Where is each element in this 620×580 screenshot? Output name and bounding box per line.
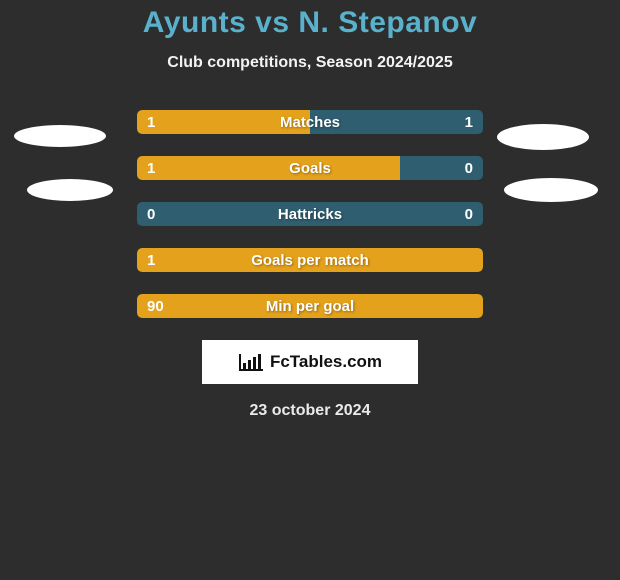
stat-row-hattricks: 0 Hattricks 0	[137, 202, 483, 226]
stat-right-value: 1	[465, 110, 473, 134]
stat-row-matches: 1 Matches 1	[137, 110, 483, 134]
comparison-card: Ayunts vs N. Stepanov Club competitions,…	[0, 0, 620, 580]
stats-list: 1 Matches 1 1 Goals 0 0 Hattricks 0 1 Go…	[0, 110, 620, 318]
stat-label: Min per goal	[137, 294, 483, 318]
stat-label: Matches	[137, 110, 483, 134]
stat-right-value: 0	[465, 202, 473, 226]
stat-label: Goals per match	[137, 248, 483, 272]
generated-date: 23 october 2024	[0, 402, 620, 420]
brand-logo: FcTables.com	[202, 340, 418, 384]
stat-row-goals-per-match: 1 Goals per match	[137, 248, 483, 272]
brand-logo-text: FcTables.com	[270, 352, 382, 372]
subtitle: Club competitions, Season 2024/2025	[0, 54, 620, 72]
stat-label: Hattricks	[137, 202, 483, 226]
page-title: Ayunts vs N. Stepanov	[0, 0, 620, 40]
stat-row-min-per-goal: 90 Min per goal	[137, 294, 483, 318]
stat-row-goals: 1 Goals 0	[137, 156, 483, 180]
chart-icon	[238, 352, 264, 372]
stat-label: Goals	[137, 156, 483, 180]
stat-right-value: 0	[465, 156, 473, 180]
